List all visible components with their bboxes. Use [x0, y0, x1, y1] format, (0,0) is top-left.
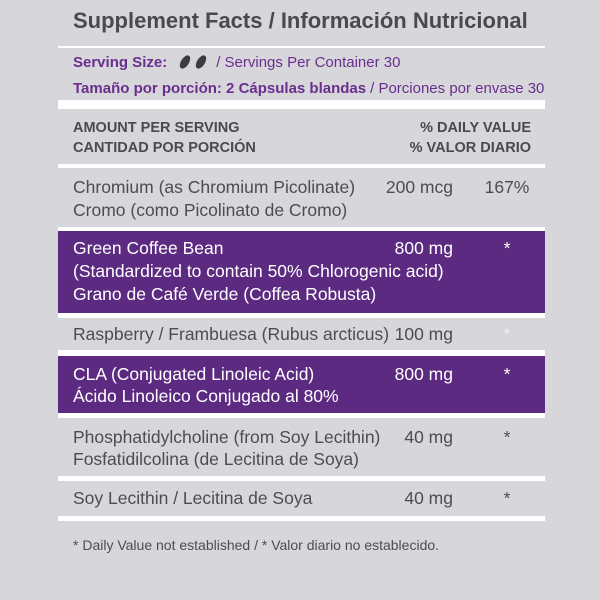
divider	[58, 227, 545, 231]
serving-info: Serving Size: / Servings Per Container 30…	[58, 48, 545, 100]
footnote: * Daily Value not established / * Valor …	[73, 537, 440, 553]
daily-value-heading: % DAILY VALUE % VALOR DIARIO	[410, 118, 531, 158]
nutrient-daily-value: 167%	[484, 177, 530, 197]
nutrient-daily-value: *	[503, 364, 511, 384]
nutrient-daily-value: *	[503, 324, 511, 344]
amount-per-serving-heading: AMOUNT PER SERVING CANTIDAD POR PORCIÓN	[73, 118, 545, 158]
nutrient-daily-value: *	[503, 427, 511, 447]
divider	[58, 100, 545, 109]
amount-per-serving-label: AMOUNT PER SERVING	[73, 120, 240, 136]
daily-value-label: % DAILY VALUE	[420, 120, 531, 136]
nutrient-row: Soy Lecithin / Lecitina de Soya 40 mg *	[58, 481, 545, 516]
serving-size-line-es: Tamaño por porción: 2 Cápsulas blandas / …	[73, 77, 545, 100]
daily-value-label-es: % VALOR DIARIO	[409, 140, 531, 156]
nutrient-name-line: Ácido Linoleico Conjugado al 80%	[73, 386, 339, 406]
servings-per-container-es: / Porciones por envase 30	[370, 80, 545, 97]
divider	[58, 46, 545, 48]
supplement-facts-panel: Supplement Facts / Información Nutricion…	[58, 0, 545, 571]
nutrient-name-line: Raspberry / Frambuesa (Rubus arcticus)	[73, 324, 390, 344]
softgel-capsule-icon	[194, 54, 208, 77]
nutrient-amount: 40 mg	[404, 427, 453, 447]
divider	[58, 413, 545, 418]
serving-size-line: Serving Size: / Servings Per Container 30	[73, 51, 545, 77]
divider	[58, 350, 545, 356]
nutrient-name-line: (Standardized to contain 50% Chlorogenic…	[73, 261, 444, 281]
nutrient-name-line: Cromo (como Picolinato de Cromo)	[73, 200, 348, 220]
column-header: AMOUNT PER SERVING CANTIDAD POR PORCIÓN …	[58, 109, 545, 164]
divider	[58, 516, 545, 521]
divider	[58, 164, 545, 168]
nutrient-name-line: Fosfatidilcolina (de Lecitina de Soya)	[73, 449, 359, 469]
divider	[58, 313, 545, 318]
nutrient-name-line: CLA (Conjugated Linoleic Acid)	[73, 364, 315, 384]
nutrient-row: Phosphatidylcholine (from Soy Lecithin) …	[58, 418, 545, 476]
serving-size-label-es: Tamaño por porción: 2 Cápsulas blandas	[73, 80, 367, 97]
nutrient-amount: 40 mg	[404, 488, 453, 508]
page-title: Supplement Facts / Información Nutricion…	[73, 8, 528, 33]
nutrient-row: Raspberry / Frambuesa (Rubus arcticus) 1…	[58, 318, 545, 350]
serving-size-label: Serving Size:	[73, 54, 168, 71]
nutrient-name-line: Chromium (as Chromium Picolinate)	[73, 177, 356, 197]
nutrient-amount: 200 mcg	[385, 177, 453, 197]
nutrient-name-line: Grano de Café Verde (Coffea Robusta)	[73, 284, 377, 304]
softgel-capsule-icon	[178, 54, 192, 77]
nutrient-daily-value: *	[503, 238, 511, 258]
divider	[58, 476, 545, 481]
nutrient-amount: 100 mg	[394, 324, 453, 344]
nutrient-row: Green Coffee Bean (Standardized to conta…	[58, 231, 545, 313]
nutrient-name-line: Phosphatidylcholine (from Soy Lecithin)	[73, 427, 381, 447]
amount-per-serving-label-es: CANTIDAD POR PORCIÓN	[73, 140, 256, 156]
nutrient-amount: 800 mg	[394, 238, 453, 258]
nutrient-row: Chromium (as Chromium Picolinate) Cromo …	[58, 168, 545, 227]
nutrient-daily-value: *	[503, 488, 511, 508]
nutrient-row: CLA (Conjugated Linoleic Acid) Ácido Lin…	[58, 356, 545, 413]
servings-per-container: / Servings Per Container 30	[216, 54, 401, 71]
nutrient-name-line: Soy Lecithin / Lecitina de Soya	[73, 488, 313, 508]
nutrient-amount: 800 mg	[394, 364, 453, 384]
serving-size-icons	[178, 54, 210, 77]
nutrient-name-line: Green Coffee Bean	[73, 238, 224, 258]
